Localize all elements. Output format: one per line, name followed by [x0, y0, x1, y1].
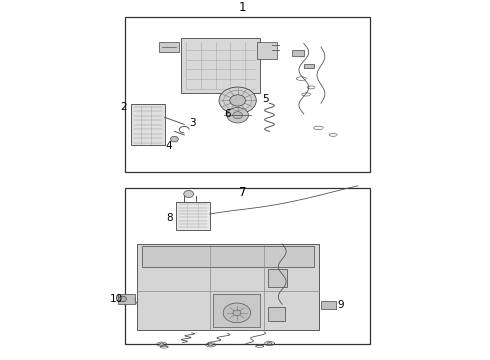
Text: 8: 8 — [166, 212, 173, 222]
Circle shape — [233, 310, 241, 316]
Bar — [304, 64, 314, 68]
Bar — [213, 294, 261, 327]
Text: 10: 10 — [109, 294, 122, 304]
Bar — [142, 246, 314, 267]
Text: 1: 1 — [239, 1, 246, 14]
Circle shape — [119, 296, 126, 302]
Bar — [131, 104, 165, 145]
Text: 7: 7 — [239, 185, 246, 199]
Bar — [125, 188, 370, 344]
Text: 3: 3 — [189, 118, 196, 128]
Circle shape — [171, 136, 178, 142]
Circle shape — [230, 95, 245, 106]
Bar — [257, 42, 277, 59]
Text: 5: 5 — [262, 94, 269, 104]
Bar — [268, 307, 285, 321]
Text: 2: 2 — [120, 102, 126, 112]
Bar — [125, 17, 370, 172]
Circle shape — [223, 303, 251, 323]
Circle shape — [219, 87, 256, 114]
Ellipse shape — [267, 342, 272, 345]
Text: 9: 9 — [337, 300, 344, 310]
Ellipse shape — [159, 343, 164, 345]
Bar — [118, 294, 135, 304]
Text: 6: 6 — [224, 109, 231, 119]
Bar — [137, 244, 318, 330]
Text: 4: 4 — [165, 141, 172, 151]
Bar — [159, 42, 179, 52]
Ellipse shape — [208, 344, 213, 346]
Circle shape — [184, 190, 194, 198]
Bar — [181, 38, 260, 93]
Bar — [292, 50, 304, 56]
Bar — [176, 202, 210, 230]
Circle shape — [227, 108, 248, 123]
Circle shape — [233, 112, 243, 119]
Bar — [268, 269, 287, 287]
Bar — [321, 301, 336, 309]
